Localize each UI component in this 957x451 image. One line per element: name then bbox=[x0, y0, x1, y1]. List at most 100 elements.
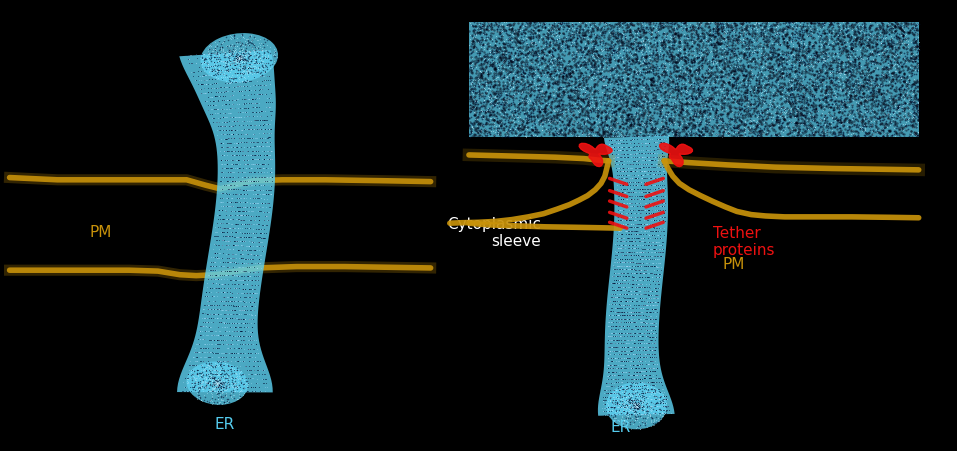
Point bbox=[646, 52, 661, 59]
Point bbox=[527, 126, 543, 133]
Point bbox=[223, 374, 238, 382]
Point bbox=[204, 54, 219, 61]
Point bbox=[736, 49, 751, 56]
Point bbox=[667, 84, 682, 92]
Point bbox=[230, 54, 245, 61]
Point bbox=[619, 75, 634, 83]
Point bbox=[693, 108, 708, 115]
Point bbox=[604, 30, 619, 37]
Point bbox=[503, 58, 519, 65]
Point bbox=[839, 77, 855, 84]
Point bbox=[884, 53, 900, 60]
Point bbox=[815, 82, 831, 89]
Point bbox=[239, 37, 255, 44]
Point bbox=[795, 94, 811, 101]
Point bbox=[602, 124, 617, 131]
Point bbox=[466, 32, 481, 39]
Point bbox=[656, 52, 671, 60]
Point bbox=[607, 109, 622, 116]
Point bbox=[601, 115, 616, 123]
Point bbox=[830, 37, 845, 44]
Point bbox=[806, 36, 821, 43]
Point bbox=[616, 29, 632, 36]
Point bbox=[495, 62, 510, 69]
Point bbox=[486, 125, 501, 133]
Point bbox=[690, 55, 705, 63]
Point bbox=[892, 51, 907, 58]
Point bbox=[629, 93, 644, 101]
Point bbox=[200, 380, 215, 387]
Point bbox=[860, 77, 876, 84]
Point bbox=[757, 98, 772, 105]
Point bbox=[903, 51, 919, 59]
Point bbox=[775, 84, 790, 92]
Point bbox=[827, 93, 842, 100]
Point bbox=[760, 107, 775, 114]
Point bbox=[710, 131, 725, 138]
Point bbox=[524, 60, 540, 68]
Point bbox=[705, 25, 721, 32]
Point bbox=[619, 90, 634, 97]
Point bbox=[651, 396, 666, 403]
Point bbox=[477, 97, 492, 105]
Point bbox=[522, 112, 537, 120]
Point bbox=[510, 26, 525, 33]
Point bbox=[814, 79, 830, 86]
Point bbox=[775, 28, 790, 35]
Point bbox=[262, 57, 278, 64]
Point bbox=[660, 129, 676, 136]
Point bbox=[728, 34, 744, 41]
Point bbox=[510, 83, 525, 91]
Point bbox=[610, 79, 625, 86]
Point bbox=[675, 106, 690, 114]
Point bbox=[522, 113, 537, 120]
Point bbox=[575, 32, 590, 39]
Point bbox=[631, 399, 646, 406]
Point bbox=[531, 101, 546, 108]
Point bbox=[566, 31, 581, 38]
Point bbox=[860, 130, 876, 138]
Point bbox=[655, 71, 670, 78]
Point bbox=[504, 94, 520, 101]
Point bbox=[798, 88, 813, 95]
Point bbox=[498, 91, 513, 98]
Point bbox=[478, 120, 494, 127]
Point bbox=[702, 116, 718, 124]
Point bbox=[785, 27, 800, 34]
Point bbox=[212, 391, 228, 398]
Point bbox=[739, 23, 754, 30]
Point bbox=[537, 46, 552, 53]
Point bbox=[830, 69, 845, 76]
Point bbox=[780, 97, 795, 104]
Point bbox=[816, 116, 832, 123]
Point bbox=[729, 129, 745, 137]
Point bbox=[737, 51, 752, 58]
Point bbox=[494, 68, 509, 75]
Point bbox=[250, 69, 265, 76]
Point bbox=[574, 70, 590, 78]
Point bbox=[470, 68, 485, 75]
Point bbox=[582, 34, 597, 41]
Point bbox=[905, 116, 921, 124]
Point bbox=[600, 106, 615, 113]
Point bbox=[212, 375, 228, 382]
Point bbox=[818, 70, 834, 77]
Point bbox=[218, 377, 234, 384]
Point bbox=[894, 104, 909, 111]
Point bbox=[505, 110, 521, 117]
Point bbox=[639, 60, 655, 68]
Point bbox=[837, 65, 853, 72]
Point bbox=[690, 48, 705, 55]
Point bbox=[628, 83, 643, 90]
Point bbox=[570, 83, 586, 90]
Point bbox=[845, 82, 860, 89]
Point bbox=[736, 77, 751, 84]
Point bbox=[604, 30, 619, 37]
Point bbox=[730, 85, 746, 92]
Point bbox=[835, 33, 850, 41]
Point bbox=[897, 92, 912, 100]
Point bbox=[228, 75, 243, 82]
Point bbox=[749, 118, 765, 125]
Point bbox=[644, 124, 659, 131]
Point bbox=[597, 85, 612, 92]
